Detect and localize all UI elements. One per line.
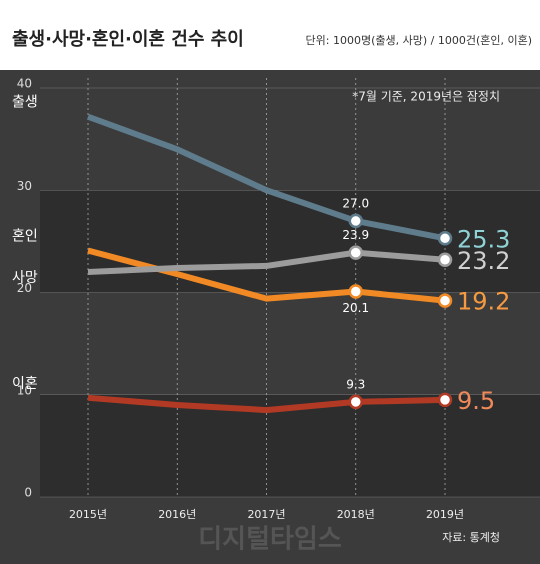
y-tick-label: 10 — [17, 383, 32, 397]
point-marker — [348, 245, 363, 260]
y-tick-label: 30 — [17, 179, 32, 193]
value-label: 9.3 — [346, 377, 365, 391]
x-tick-label: 2017년 — [247, 508, 285, 521]
x-tick-label: 2015년 — [69, 508, 107, 521]
point-marker — [348, 213, 363, 229]
subtitle: 단위: 1000명(출생, 사망) / 1000건(혼인, 이혼) — [306, 34, 532, 47]
point-marker — [437, 293, 453, 308]
value-label: 25.3 — [457, 225, 510, 253]
band — [40, 190, 540, 293]
value-label: 20.1 — [342, 301, 369, 315]
series-line — [87, 247, 446, 304]
x-tick-label: 2018년 — [337, 508, 375, 521]
point-marker — [437, 252, 453, 268]
point-marker — [348, 394, 363, 410]
chart-title: 출생·사망·혼인·이혼 건수 추이 — [12, 28, 244, 50]
value-label: 23.2 — [457, 247, 510, 275]
value-label: 27.0 — [342, 196, 369, 210]
y-tick-label: 0 — [24, 486, 32, 500]
point-marker — [437, 392, 453, 408]
legend-label: 출생 — [12, 95, 38, 111]
series-line — [87, 249, 446, 276]
series-line — [86, 113, 446, 242]
y-tick-label: 40 — [17, 77, 32, 91]
legend-label: 이혼 — [12, 376, 38, 392]
x-tick-label: 2019년 — [426, 508, 464, 521]
point-marker — [437, 231, 453, 246]
source: 자료: 통계청 — [442, 531, 500, 544]
y-tick-label: 20 — [17, 281, 32, 295]
value-label: 19.2 — [457, 288, 510, 316]
legend-label: 혼인 — [12, 229, 38, 245]
point-marker — [348, 284, 363, 299]
value-label: 23.9 — [342, 228, 369, 242]
legend-label: 사망 — [12, 270, 38, 286]
note: *7월 기준, 2019년은 잠정치 — [352, 90, 500, 104]
band — [40, 394, 540, 497]
x-tick-label: 2016년 — [158, 508, 196, 521]
watermark: 디지털타임스 — [198, 525, 342, 555]
value-label: 9.5 — [457, 387, 495, 415]
series-line — [87, 394, 446, 414]
